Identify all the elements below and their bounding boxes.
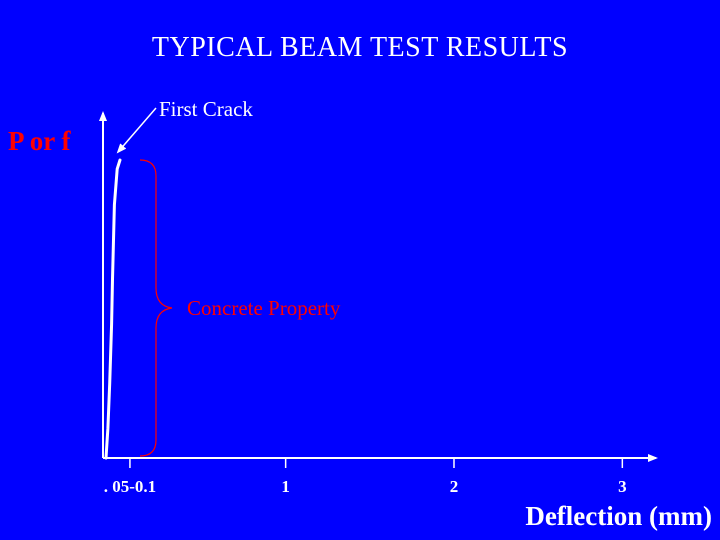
x-tick-label-0: . 05-0.1 (104, 477, 156, 496)
first-crack-arrow (116, 107, 157, 154)
x-ticks (129, 458, 624, 468)
x-tick-label-3: 3 (618, 477, 627, 496)
first-crack-annotation: First Crack (159, 97, 253, 121)
concrete-property-brace (139, 159, 173, 457)
x-tick-label-1: 1 (281, 477, 290, 496)
x-axis-label: Deflection (mm) (525, 501, 712, 531)
x-tick-labels: . 05-0.1 1 2 3 (104, 477, 627, 496)
concrete-property-annotation: Concrete Property (187, 296, 341, 320)
x-tick-label-2: 2 (450, 477, 459, 496)
chart-title: TYPICAL BEAM TEST RESULTS (151, 32, 569, 63)
y-axis-label: P or f (8, 126, 71, 156)
load-deflection-curve (104, 158, 122, 460)
